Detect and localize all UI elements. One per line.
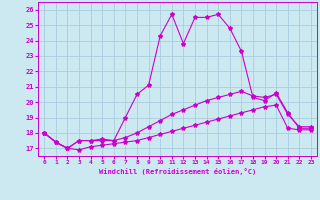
X-axis label: Windchill (Refroidissement éolien,°C): Windchill (Refroidissement éolien,°C) (99, 168, 256, 175)
